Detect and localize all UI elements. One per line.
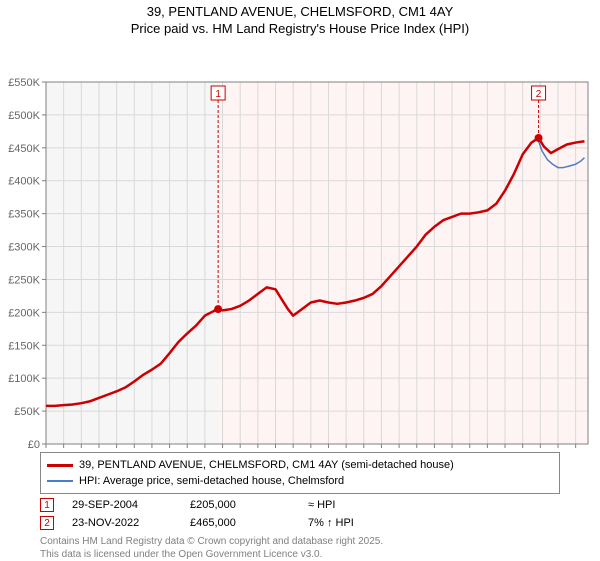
- svg-text:£500K: £500K: [8, 110, 40, 122]
- chart-title: 39, PENTLAND AVENUE, CHELMSFORD, CM1 4AY…: [0, 0, 600, 38]
- svg-text:£50K: £50K: [14, 406, 40, 418]
- sale-row: 2 23-NOV-2022 £465,000 7% ↑ HPI: [40, 514, 560, 532]
- footnote-line1: Contains HM Land Registry data © Crown c…: [40, 536, 560, 549]
- sale-marker: 2: [40, 516, 54, 530]
- price-chart: £0 £50K £100K £150K £200K £250K £300K £350K £400…: [0, 38, 600, 448]
- sale-marker: 1: [40, 498, 54, 512]
- sale-row: 1 29-SEP-2004 £205,000 ≈ HPI: [40, 496, 560, 514]
- footnote: Contains HM Land Registry data © Crown c…: [40, 536, 560, 561]
- svg-text:£300K: £300K: [8, 241, 40, 253]
- sale-date: 23-NOV-2022: [72, 517, 182, 529]
- svg-text:2: 2: [536, 89, 542, 100]
- title-line2: Price paid vs. HM Land Registry's House …: [0, 21, 600, 38]
- chart-legend: 39, PENTLAND AVENUE, CHELMSFORD, CM1 4AY…: [40, 452, 560, 494]
- svg-text:£0: £0: [28, 439, 40, 448]
- svg-text:£450K: £450K: [8, 143, 40, 155]
- title-line1: 39, PENTLAND AVENUE, CHELMSFORD, CM1 4AY: [0, 4, 600, 21]
- svg-text:£100K: £100K: [8, 373, 40, 385]
- legend-item: 39, PENTLAND AVENUE, CHELMSFORD, CM1 4AY…: [47, 457, 553, 473]
- svg-text:£400K: £400K: [8, 176, 40, 188]
- svg-text:£150K: £150K: [8, 340, 40, 352]
- legend-swatch: [47, 480, 73, 482]
- sale-price: £205,000: [190, 499, 300, 511]
- svg-text:£350K: £350K: [8, 208, 40, 220]
- legend-item: HPI: Average price, semi-detached house,…: [47, 473, 553, 489]
- svg-text:£250K: £250K: [8, 274, 40, 286]
- legend-label: 39, PENTLAND AVENUE, CHELMSFORD, CM1 4AY…: [79, 459, 454, 471]
- footnote-line2: This data is licensed under the Open Gov…: [40, 549, 560, 561]
- sale-delta: 7% ↑ HPI: [308, 517, 560, 529]
- sale-price: £465,000: [190, 517, 300, 529]
- legend-swatch: [47, 464, 73, 467]
- svg-text:1: 1: [215, 89, 221, 100]
- sale-delta: ≈ HPI: [308, 499, 560, 511]
- sales-table: 1 29-SEP-2004 £205,000 ≈ HPI 2 23-NOV-2022 £46…: [40, 496, 560, 532]
- sale-date: 29-SEP-2004: [72, 499, 182, 511]
- legend-label: HPI: Average price, semi-detached house,…: [79, 475, 344, 487]
- svg-text:£550K: £550K: [8, 77, 40, 89]
- svg-text:£200K: £200K: [8, 307, 40, 319]
